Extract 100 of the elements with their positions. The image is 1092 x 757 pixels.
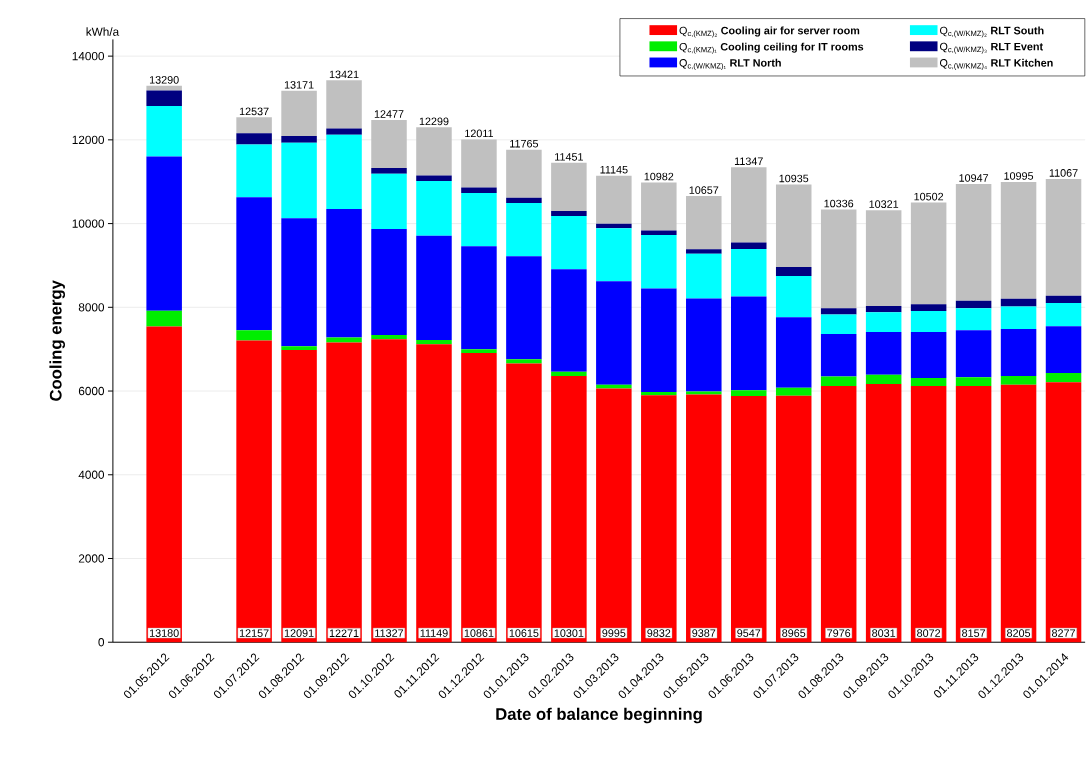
bar [551,371,587,376]
bar [551,215,587,269]
y-axis-title: Cooling energy [49,279,66,401]
bar [236,133,272,145]
bar [730,242,767,249]
total-label: 11067 [1049,168,1078,177]
annotation: 8157 [962,629,986,637]
annotation: 9387 [692,629,716,637]
bar [820,376,857,386]
bar [236,330,272,341]
bar [236,144,272,197]
bar [326,342,362,642]
bar [1045,382,1082,642]
bar [506,256,542,359]
total-label: 12011 [465,129,494,137]
bar [910,377,947,386]
legend-label: Q$_{c,(KMZ)₁}$ Cooling ceiling for IT rooms [679,42,864,54]
bar [1000,306,1037,329]
total-label: 10947 [959,173,989,182]
bar [281,142,317,218]
bar [416,339,452,344]
total-label: 10336 [824,199,854,208]
bar [236,117,272,134]
bar [820,209,857,309]
annotation: 12157 [239,629,269,637]
bar [1045,325,1082,373]
bar [955,183,992,301]
total-label: 12477 [374,109,404,118]
bar [596,175,632,224]
annotation: 8205 [1007,629,1031,637]
total-label: 13290 [149,75,179,84]
bar [371,228,407,335]
bar [371,167,407,174]
bar [461,139,497,188]
bar [461,192,497,246]
bar [506,149,542,198]
bar [955,330,992,377]
total-label: 13171 [284,80,314,89]
bar [1000,384,1037,642]
bar [955,376,992,386]
y-tick-label: 8000 [78,302,105,312]
total-label: 11451 [555,152,583,161]
bar [551,210,587,216]
bar [775,317,812,388]
bar [641,288,677,392]
bar [641,182,677,231]
annotation: 8965 [782,629,806,637]
bar [416,235,452,340]
bar [1000,375,1037,385]
bar [730,296,767,390]
bar [686,253,722,299]
bar [236,196,272,331]
bar [910,331,947,378]
bar [865,374,902,384]
bar [641,394,677,642]
annotation: 8031 [872,629,896,637]
bar [686,394,722,642]
bar [281,90,317,136]
annotation: 12271 [329,629,359,637]
annotation: 8072 [917,629,941,637]
annotation: 9547 [737,629,761,637]
bar [865,305,902,313]
bar [371,338,407,642]
bar [416,127,452,176]
total-label: 12537 [239,107,269,115]
bar [730,166,767,243]
bar [820,308,857,315]
bar [910,310,947,332]
bar [326,134,362,209]
bar [461,245,497,349]
bar [596,227,632,282]
y-tick-label: 14000 [72,51,105,61]
bar [641,391,677,395]
bar [416,343,452,642]
bar [775,387,812,396]
bar [686,249,722,254]
total-label: 10995 [1004,171,1034,180]
bar [775,275,812,318]
annotation: 10615 [509,629,539,637]
annotation: 7976 [827,629,851,637]
bar [236,340,272,642]
annotation: 12091 [284,629,314,637]
legend-label: Q$_{c,(W/KMZ)₂}$ RLT South [939,26,1044,38]
bar [281,346,317,350]
bar [461,348,497,353]
legend-label: Q$_{c,(KMZ)₂}$ Cooling air for server room [679,26,860,38]
bar [371,334,407,339]
x-axis-title: Date of balance beginning [496,707,702,724]
legend-label: Q$_{c,(W/KMZ)₃}$ RLT Event [939,42,1043,54]
bar [416,175,452,181]
bar [506,197,542,203]
bar [641,230,677,235]
bar [686,195,722,250]
bar [955,300,992,308]
bar [820,314,857,334]
bar [326,337,362,343]
bar [955,307,992,331]
bar [281,135,317,143]
bar [371,173,407,229]
bar [1000,328,1037,376]
